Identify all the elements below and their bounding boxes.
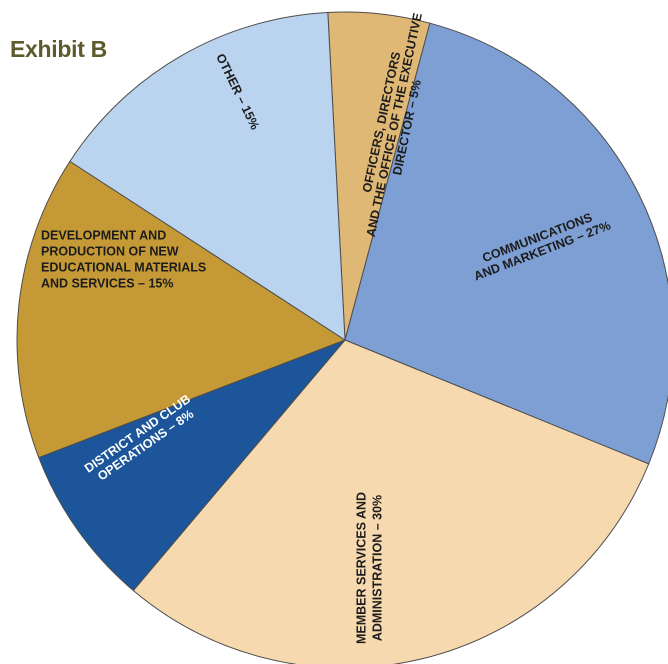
slice-label-line: ADMINISTRATION – 30%	[370, 495, 384, 641]
slice-label-line: PRODUCTION OF NEW	[41, 244, 179, 258]
slice-label-line: EDUCATIONAL MATERIALS	[41, 260, 206, 274]
slice-label-line: MEMBER SERVICES AND	[354, 492, 368, 644]
pie-slice-5	[69, 11, 346, 341]
pie-slice-2	[132, 339, 650, 664]
slice-label-line: DEVELOPMENT AND	[41, 228, 166, 242]
slice-label-2: MEMBER SERVICES AND ADMINISTRATION – 30%	[354, 492, 384, 644]
pie-slice-1	[344, 22, 668, 465]
slice-label-line: AND SERVICES – 15%	[41, 276, 173, 290]
chart-title: Exhibit B	[10, 36, 107, 62]
pie-slice-3	[38, 339, 346, 592]
pie-slice-4	[16, 160, 347, 459]
slice-label-4: DEVELOPMENT AND PRODUCTION OF NEW EDUCATIO…	[41, 228, 206, 290]
